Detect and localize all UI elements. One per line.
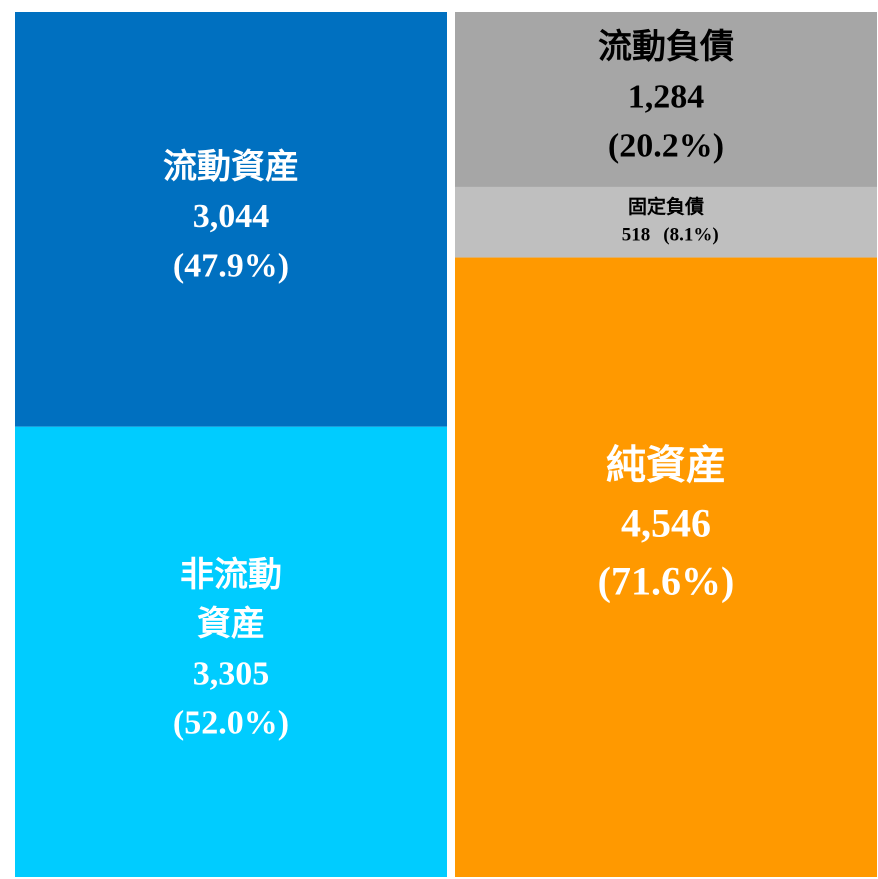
segment-name: 純資産 [606, 442, 726, 487]
segment-value: 3,305 [193, 655, 270, 692]
segment-value: 4,546 [621, 500, 711, 545]
segment-share: (71.6%) [598, 558, 735, 603]
segment [15, 426, 447, 877]
segment-name: 流動資産 [163, 148, 299, 186]
segment-name: 流動負債 [598, 28, 734, 66]
segment-name: 固定負債 [628, 195, 704, 218]
segment [455, 186, 877, 258]
segment-share: (20.2%) [608, 128, 724, 165]
segment-name: 非流動資産 [180, 556, 282, 643]
segment [455, 257, 877, 877]
segment-value: 3,044 [193, 198, 270, 235]
segment-value: 1,284 [628, 78, 705, 115]
segment-value: 518 [622, 224, 651, 245]
segment [15, 12, 447, 427]
segment-share: (47.9%) [173, 247, 289, 284]
segment-share: (8.1%) [663, 224, 718, 245]
segment [455, 12, 877, 187]
segment-share: (52.0%) [173, 705, 289, 742]
